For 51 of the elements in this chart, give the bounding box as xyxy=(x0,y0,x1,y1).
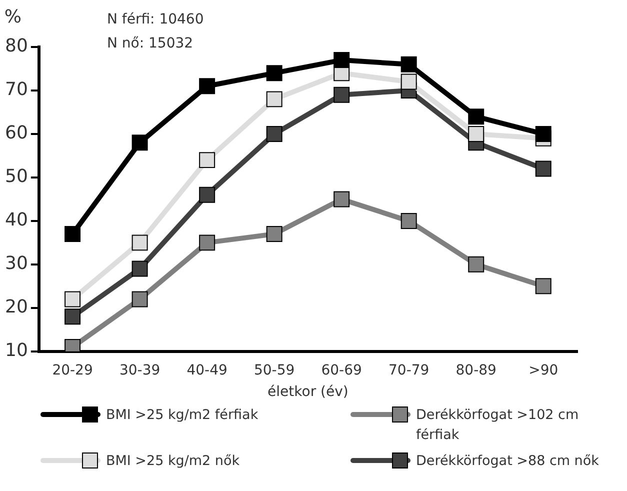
y-tick-label: 70 xyxy=(5,79,28,100)
point xyxy=(132,260,148,277)
point xyxy=(64,226,81,242)
y-tick-label: 60 xyxy=(5,122,28,144)
y-tick-label: 80 xyxy=(5,36,28,57)
y-axis-title: % xyxy=(4,6,22,28)
legend-label: Derékkörfogat >102 cm férfiak xyxy=(416,406,580,445)
point xyxy=(334,52,350,68)
point xyxy=(535,126,552,142)
point xyxy=(334,86,350,103)
point xyxy=(400,74,417,90)
legend-label: BMI >25 kg/m2 nők xyxy=(106,452,241,471)
point xyxy=(468,108,484,125)
point xyxy=(64,291,81,308)
y-tick-label: 20 xyxy=(5,296,28,318)
point xyxy=(266,226,282,242)
x-tick-label: >90 xyxy=(528,362,558,378)
point xyxy=(535,278,552,294)
x-tick-label: 30-39 xyxy=(119,362,160,378)
legend-label: Derékkörfogat >88 cm nők xyxy=(416,452,600,471)
point xyxy=(334,191,350,208)
x-axis-title: életkor (év) xyxy=(268,384,348,400)
annotation: N nő: 15032 xyxy=(107,36,194,52)
y-tick-label: 10 xyxy=(5,340,28,362)
point xyxy=(266,65,282,82)
point xyxy=(266,91,282,108)
x-tick-label: 70-79 xyxy=(388,362,430,378)
x-tick-label: 80-89 xyxy=(456,362,496,378)
point xyxy=(64,308,81,325)
x-tick-label: 60-69 xyxy=(321,362,362,378)
point xyxy=(468,256,484,272)
text: N férfi: 10460 xyxy=(107,12,204,28)
point xyxy=(132,134,148,151)
y-tick-label: 30 xyxy=(5,253,28,274)
point xyxy=(400,212,417,229)
point xyxy=(132,234,148,251)
y-tick-label: 40 xyxy=(5,210,28,231)
point xyxy=(535,160,552,177)
point xyxy=(400,56,417,72)
x-tick-label: 20-29 xyxy=(52,362,93,378)
point xyxy=(266,126,282,142)
point xyxy=(199,152,216,168)
point xyxy=(199,78,216,94)
x-tick-label: 40-49 xyxy=(186,362,228,378)
point xyxy=(132,291,148,308)
y-tick-label: 50 xyxy=(5,166,28,188)
point xyxy=(199,234,216,251)
point xyxy=(468,126,484,142)
x-tick-label: 50-59 xyxy=(254,362,295,378)
point xyxy=(199,186,216,203)
legend-label: BMI >25 kg/m2 férfiak xyxy=(106,406,260,425)
